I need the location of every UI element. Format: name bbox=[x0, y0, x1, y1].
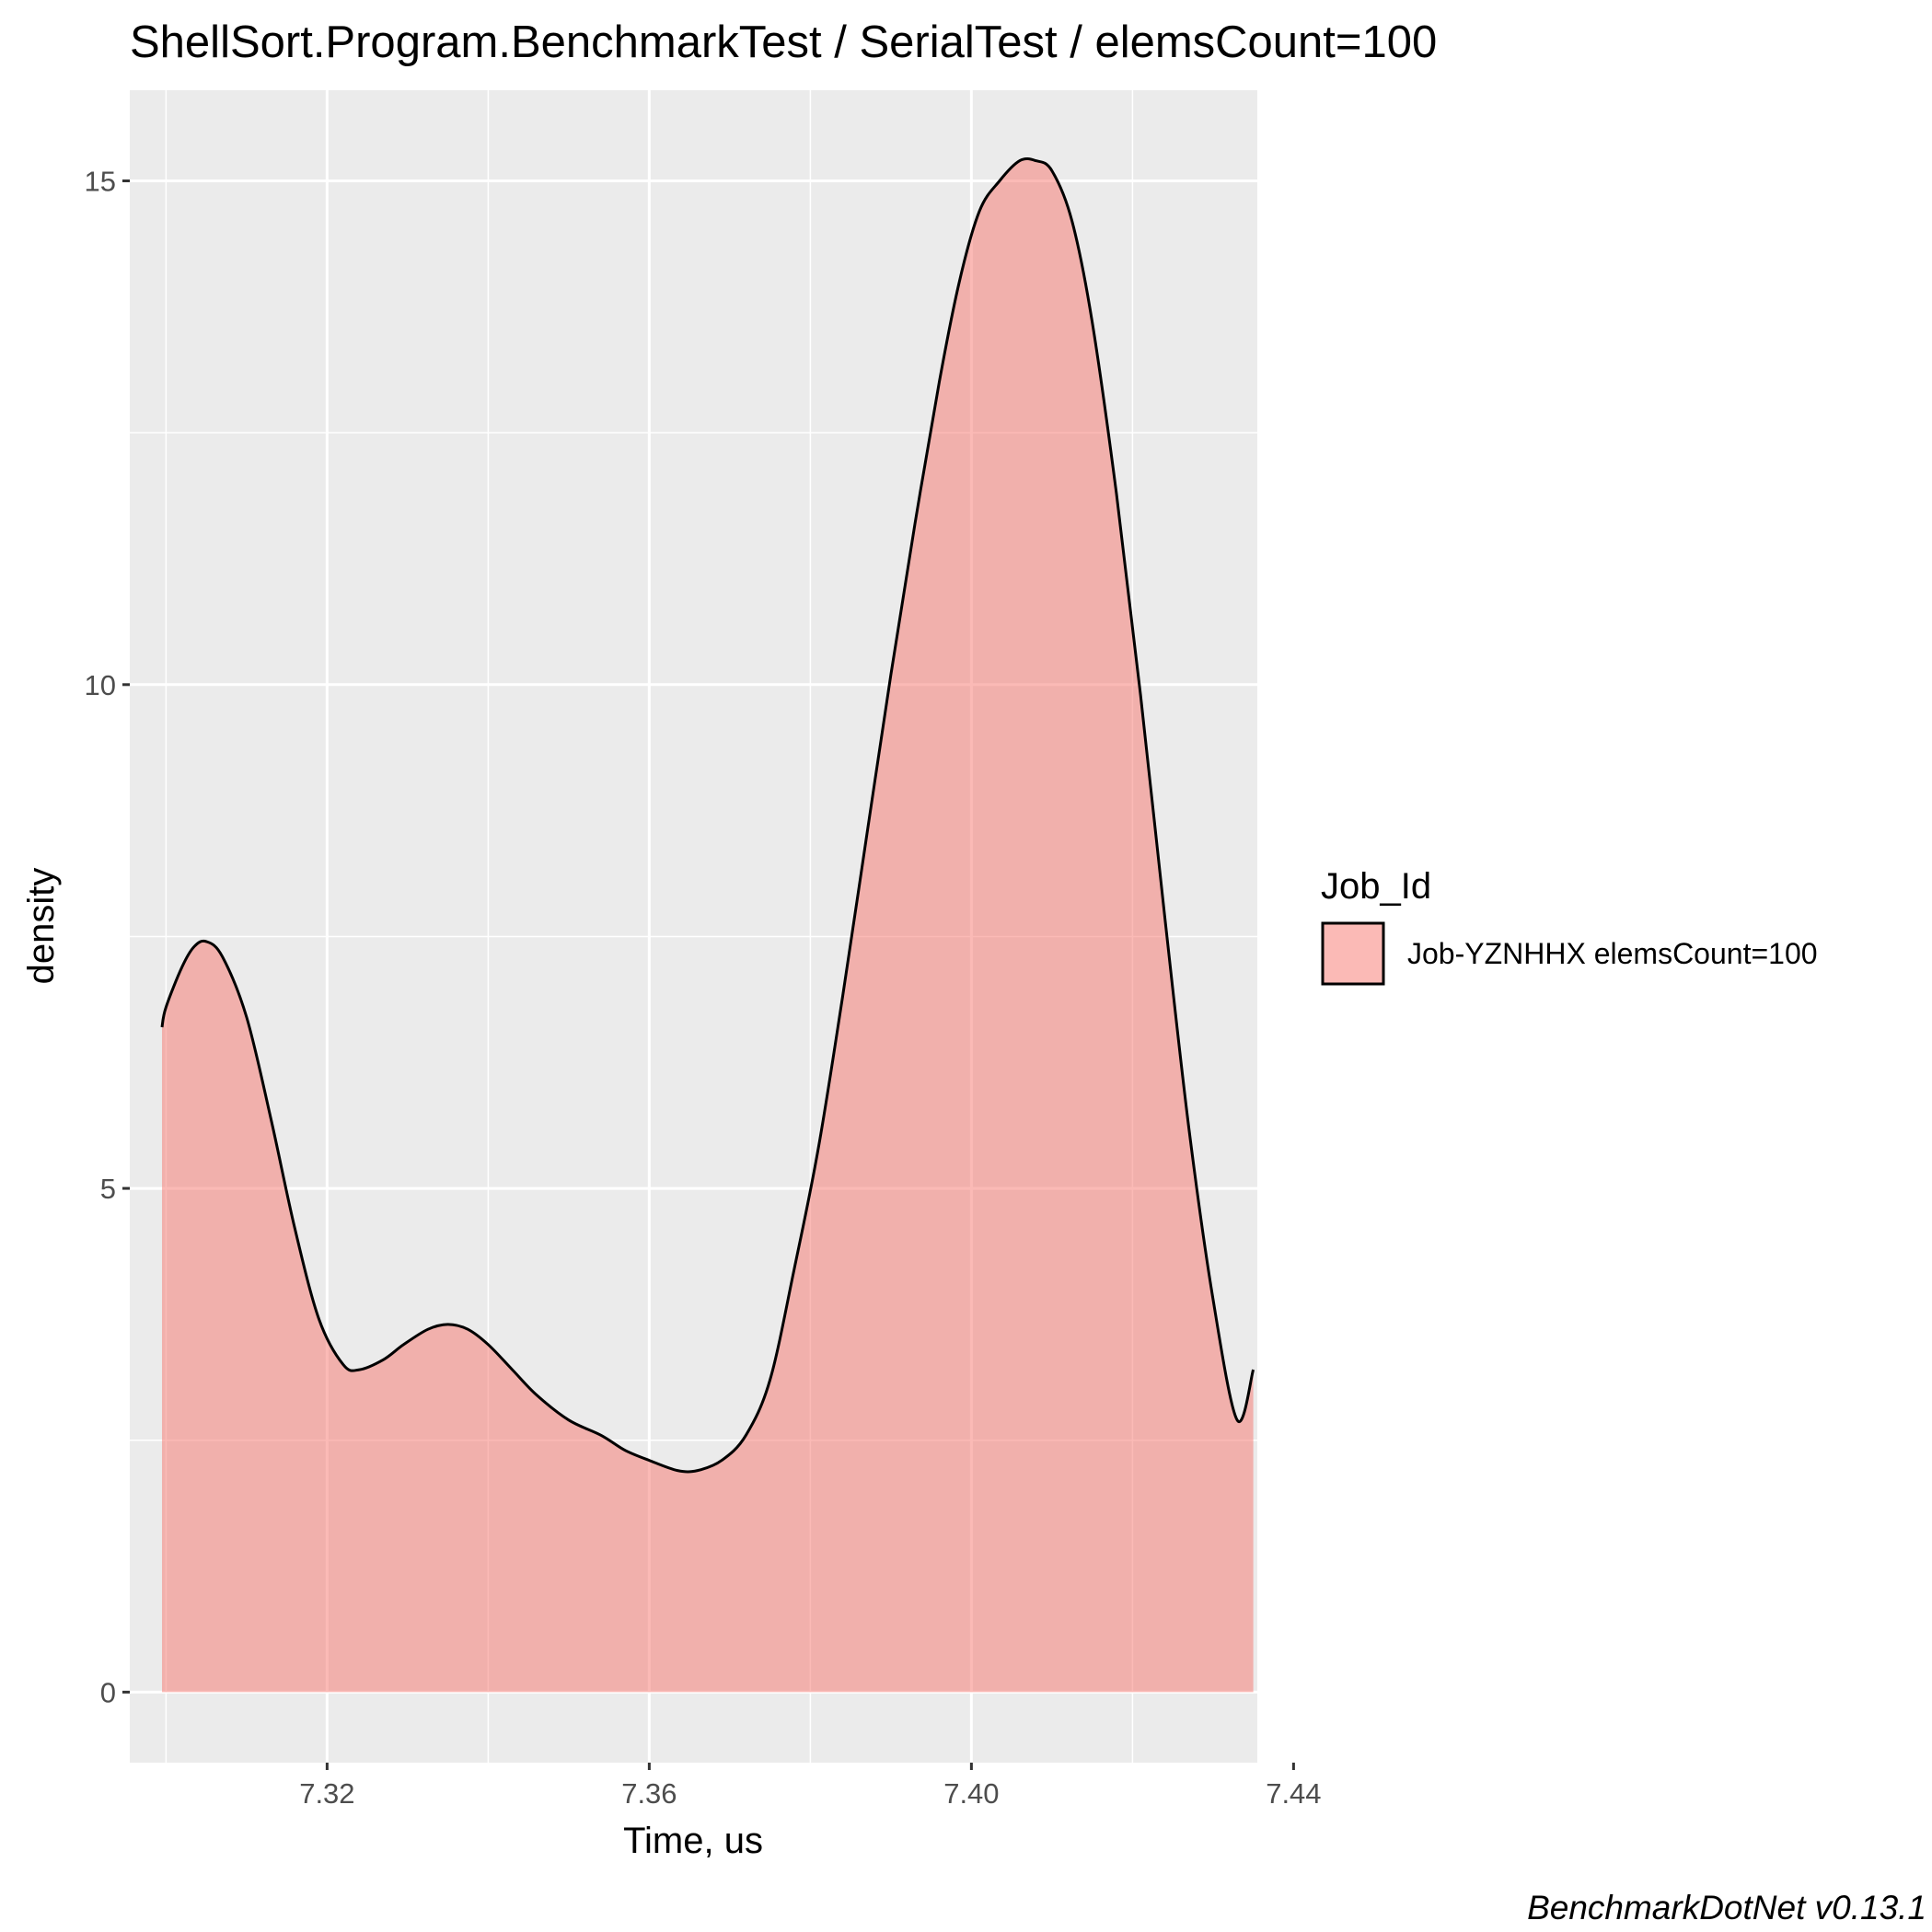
x-tick-label: 7.32 bbox=[299, 1777, 354, 1810]
density-area bbox=[162, 158, 1254, 1693]
legend-title: Job_Id bbox=[1321, 866, 1431, 907]
y-axis: 0 5 10 15 bbox=[85, 166, 130, 1708]
legend-key bbox=[1321, 921, 1385, 986]
legend: Job_Id Job-YZNHHX elemsCount=100 bbox=[1321, 866, 1818, 986]
caption: BenchmarkDotNet v0.13.1 bbox=[1527, 1889, 1926, 1926]
y-tick-label: 10 bbox=[85, 669, 116, 701]
density-line bbox=[160, 157, 1255, 1474]
y-tick-label: 0 bbox=[100, 1676, 116, 1708]
x-tick-label: 7.44 bbox=[1266, 1777, 1321, 1810]
chart-title: ShellSort.Program.BenchmarkTest / Serial… bbox=[130, 17, 1437, 67]
legend-label: Job-YZNHHX elemsCount=100 bbox=[1407, 937, 1818, 970]
y-tick-label: 15 bbox=[85, 166, 116, 198]
y-tick-label: 5 bbox=[100, 1173, 116, 1205]
x-tick-label: 7.36 bbox=[621, 1777, 677, 1810]
x-axis: 7.32 7.36 7.40 7.44 bbox=[299, 1763, 1322, 1810]
x-axis-title: Time, us bbox=[623, 1821, 763, 1861]
x-tick-label: 7.40 bbox=[943, 1777, 999, 1810]
y-axis-title: density bbox=[21, 868, 62, 985]
